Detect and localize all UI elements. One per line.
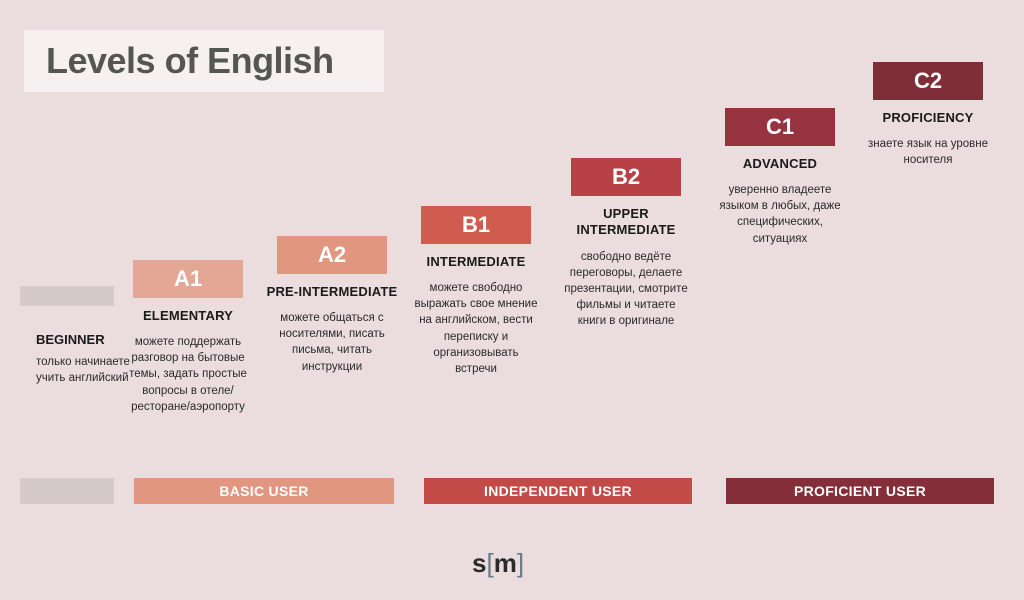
level-chip-b1: B1 (421, 206, 531, 244)
logo: s[m] (472, 548, 524, 579)
level-label-beginner: BEGINNER (36, 332, 105, 347)
level-label-a1: ELEMENTARY (143, 308, 233, 324)
level-label-b1: INTERMEDIATE (427, 254, 526, 270)
group-bar-1: INDEPENDENT USER (424, 478, 692, 504)
group-bar-0: BASIC USER (134, 478, 394, 504)
logo-text-m: m (494, 548, 517, 578)
level-chip-c1: C1 (725, 108, 835, 146)
level-chip-a1: A1 (133, 260, 243, 298)
level-desc-b1: можете свободно выражать свое мнение на … (414, 280, 539, 377)
level-column-b1: B1 INTERMEDIATE можете свободно выражать с… (406, 206, 546, 377)
level-column-c2: C2 PROFICIENCY знаете язык на уровне носит… (858, 62, 998, 168)
page-title-box: Levels of English (24, 30, 384, 92)
group-bar-2: PROFICIENT USER (726, 478, 994, 504)
level-column-a2: A2 PRE-INTERMEDIATE можете общаться с носи… (262, 236, 402, 375)
level-desc-b2: свободно ведёте переговоры, делаете през… (564, 249, 689, 329)
logo-text-s: s (472, 548, 486, 578)
bracket-open-icon: [ (486, 548, 493, 578)
decorative-bar (20, 478, 114, 504)
decorative-bar (20, 286, 114, 306)
level-desc-a1: можете поддержать разговор на бытовые те… (126, 334, 251, 414)
bracket-close-icon: ] (517, 548, 524, 578)
level-label-c2: PROFICIENCY (882, 110, 973, 126)
level-label-a2: PRE-INTERMEDIATE (267, 284, 398, 300)
level-column-b2: B2 UPPER INTERMEDIATE свободно ведёте пере… (556, 158, 696, 329)
infographic-canvas: Levels of English BEGINNER только начина… (0, 0, 1024, 600)
level-chip-b2: B2 (571, 158, 681, 196)
level-column-c1: C1 ADVANCED уверенно владеете языком в люб… (710, 108, 850, 247)
page-title: Levels of English (46, 40, 334, 81)
level-desc-a2: можете общаться с носителями, писать пис… (270, 310, 395, 374)
level-desc-c1: уверенно владеете языком в любых, даже с… (718, 182, 843, 246)
level-label-c1: ADVANCED (743, 156, 817, 172)
level-chip-c2: C2 (873, 62, 983, 100)
level-label-b2: UPPER INTERMEDIATE (556, 206, 696, 239)
level-chip-a2: A2 (277, 236, 387, 274)
level-column-a1: A1 ELEMENTARY можете поддержать разговор н… (118, 260, 258, 415)
level-desc-c2: знаете язык на уровне носителя (866, 136, 991, 168)
